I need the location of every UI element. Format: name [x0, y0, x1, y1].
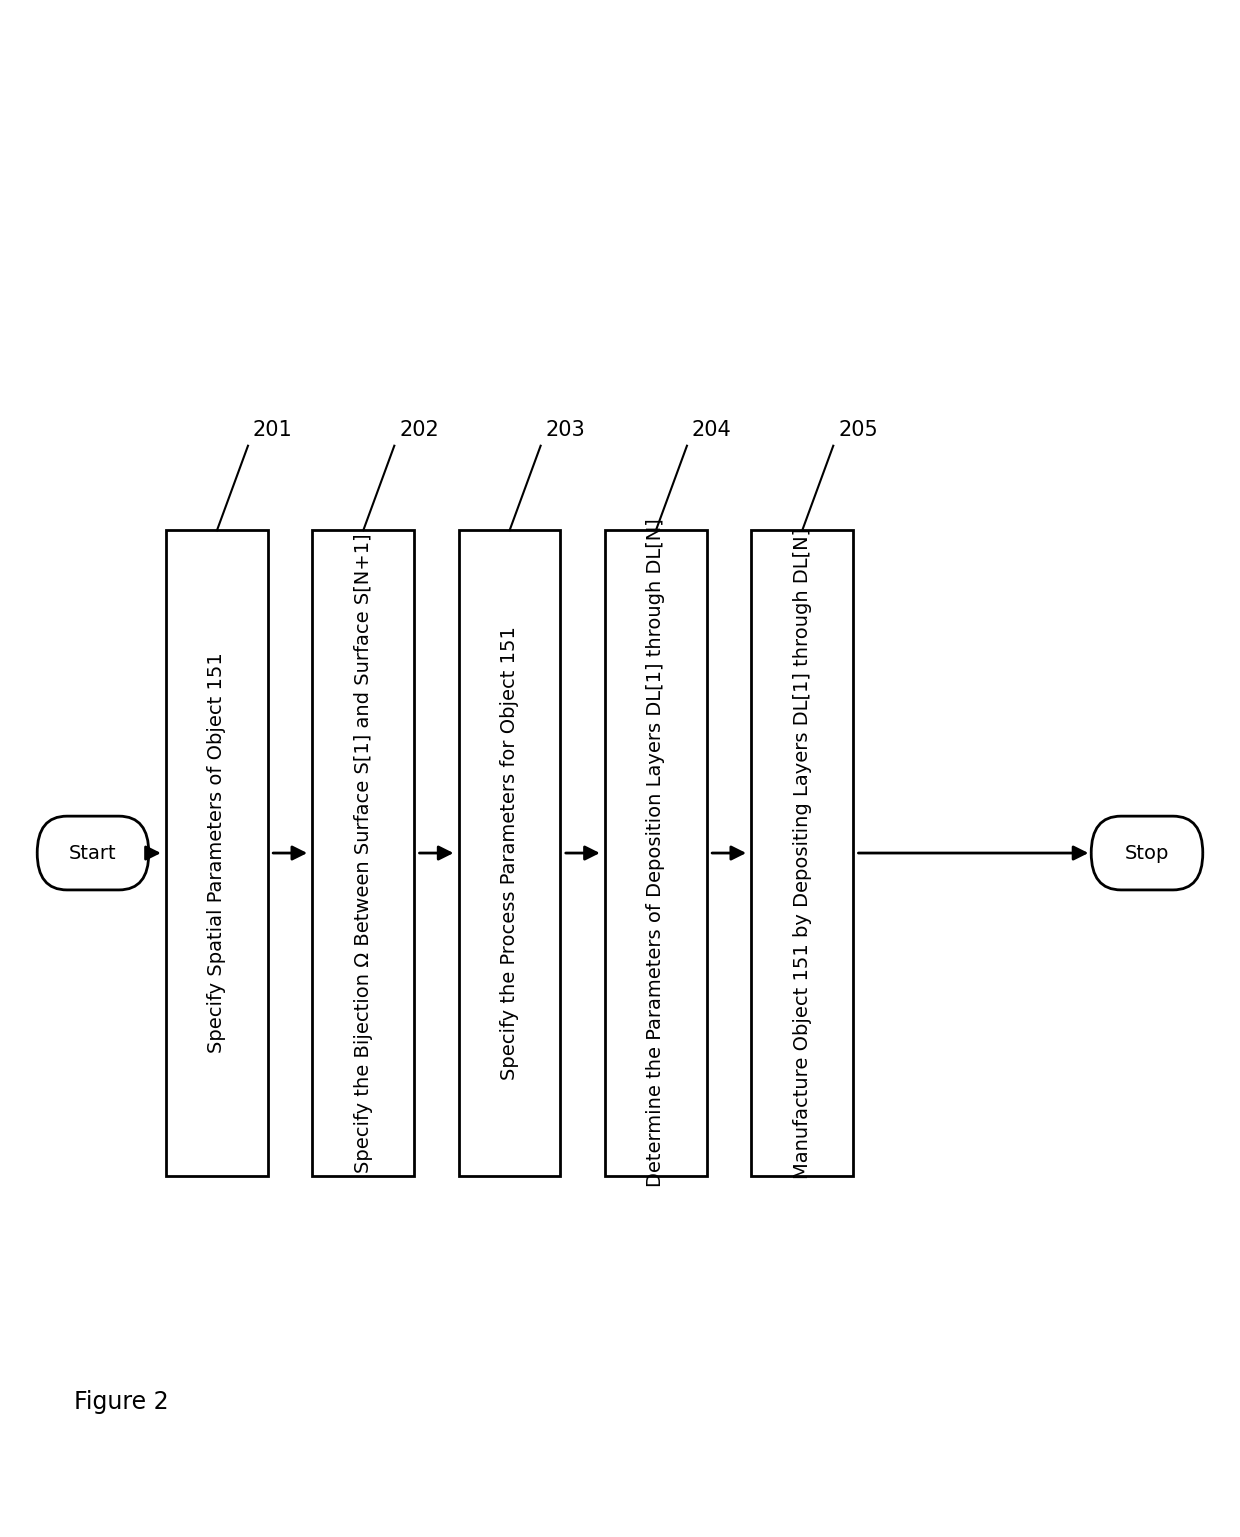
- Bar: [751, 530, 853, 1176]
- Text: 201: 201: [253, 420, 293, 440]
- Text: 205: 205: [838, 420, 878, 440]
- FancyBboxPatch shape: [1091, 816, 1203, 890]
- FancyBboxPatch shape: [37, 816, 149, 890]
- Text: Manufacture Object 151 by Depositing Layers DL[1] through DL[N]: Manufacture Object 151 by Depositing Lay…: [792, 527, 812, 1179]
- Text: Specify Spatial Parameters of Object 151: Specify Spatial Parameters of Object 151: [207, 653, 227, 1053]
- Bar: [605, 530, 707, 1176]
- Text: Stop: Stop: [1125, 844, 1169, 862]
- Bar: [166, 530, 268, 1176]
- Text: Figure 2: Figure 2: [74, 1389, 169, 1414]
- Text: Determine the Parameters of Deposition Layers DL[1] through DL[N]: Determine the Parameters of Deposition L…: [646, 518, 666, 1188]
- Bar: [459, 530, 560, 1176]
- Text: Start: Start: [69, 844, 117, 862]
- Text: 203: 203: [546, 420, 585, 440]
- Text: 202: 202: [399, 420, 439, 440]
- Text: Specify the Bijection Ω Between Surface S[1] and Surface S[N+1]: Specify the Bijection Ω Between Surface …: [353, 533, 373, 1173]
- Text: Specify the Process Parameters for Object 151: Specify the Process Parameters for Objec…: [500, 626, 520, 1081]
- Text: 204: 204: [692, 420, 732, 440]
- Bar: [312, 530, 414, 1176]
